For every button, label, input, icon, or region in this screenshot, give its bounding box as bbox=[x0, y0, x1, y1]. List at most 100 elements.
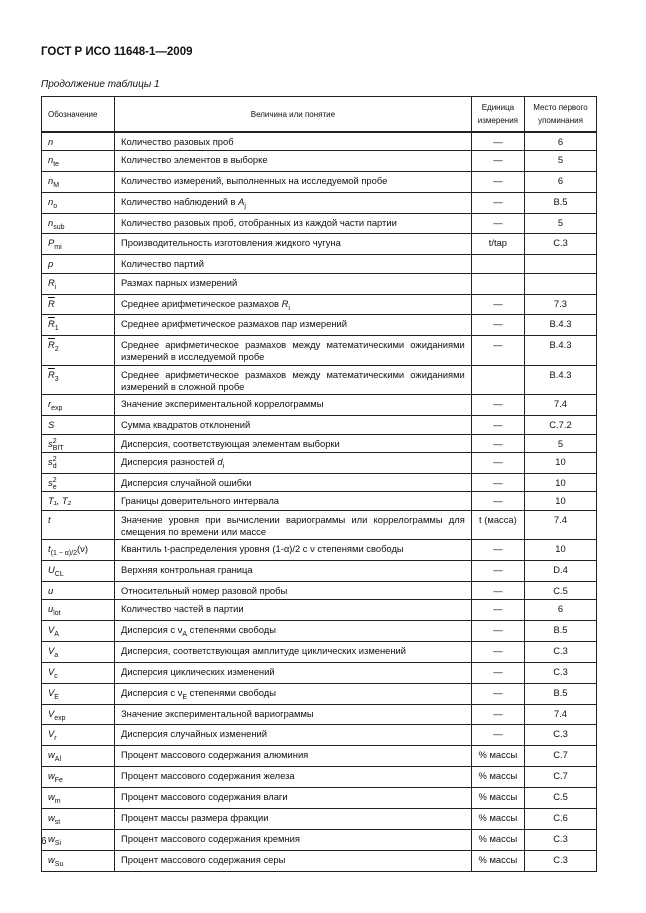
symbol-cell: wAl bbox=[41, 745, 115, 768]
table-row: wAl Процент массового содержания алюминия… bbox=[41, 745, 597, 768]
table-row: rexp Значение экспериментальной коррелогр… bbox=[41, 394, 597, 417]
quantity-cell: Границы доверительного интервала bbox=[114, 491, 472, 511]
first-mention-cell: C.3 bbox=[524, 828, 597, 851]
quantity-cell: Количество разовых проб, отобранных из к… bbox=[114, 212, 472, 235]
first-mention-cell: C.7.2 bbox=[524, 415, 597, 435]
symbol-cell: n bbox=[41, 131, 115, 151]
unit-cell: — bbox=[470, 335, 526, 366]
quantity-cell: Дисперсия, соответствующая элементам выб… bbox=[114, 433, 472, 453]
quantity-cell: Дисперсия, соответствующая амплитуде цик… bbox=[114, 640, 472, 663]
symbol-cell: wst bbox=[41, 807, 115, 830]
first-mention-cell: C.6 bbox=[524, 807, 597, 830]
unit-cell bbox=[470, 364, 526, 396]
quantity-cell: Количество партий bbox=[114, 254, 472, 274]
col-header-symbol: Обозначение bbox=[41, 96, 115, 133]
table-row: nte Количество элементов в выборке —5 bbox=[41, 149, 597, 172]
unit-cell: — bbox=[470, 580, 526, 601]
table-row: t Значение уровня при вычислении вариогра… bbox=[41, 509, 597, 541]
table-row: p Количество партий bbox=[41, 254, 597, 274]
unit-cell: — bbox=[470, 682, 526, 705]
unit-cell: — bbox=[470, 472, 526, 493]
table-row: no Количество наблюдений в Aj — B.5 bbox=[41, 191, 597, 214]
symbol-cell: t(1 − α)/2(ν) bbox=[41, 539, 115, 561]
symbol-cell: ulot bbox=[41, 599, 115, 622]
col-header-first-mention: Место первого упоминания bbox=[524, 96, 597, 133]
quantity-cell: Сумма квадратов отклонений bbox=[114, 415, 472, 435]
first-mention-cell: 7.4 bbox=[524, 509, 597, 541]
first-mention-cell: C.5 bbox=[524, 580, 597, 601]
first-mention-cell: 7.4 bbox=[524, 703, 597, 726]
quantity-cell: Процент массового содержания серы bbox=[114, 849, 472, 872]
unit-cell: % массы bbox=[470, 787, 526, 809]
symbol-cell: Vr bbox=[41, 724, 115, 747]
document-header: ГОСТ Р ИСО 11648-1—2009 bbox=[41, 46, 193, 58]
table-row: UCL Верхняя контрольная граница — D.4 bbox=[41, 559, 597, 582]
unit-cell: — bbox=[470, 314, 526, 337]
table-row: S Сумма квадратов отклонений — C.7.2 bbox=[41, 415, 597, 435]
symbol-cell: wSi bbox=[41, 828, 115, 851]
symbol-cell: Pmi bbox=[41, 233, 115, 256]
table-row: nsub Количество разовых проб, отобранных … bbox=[41, 212, 597, 235]
table-row: ulot Количество частей в партии —6 bbox=[41, 599, 597, 622]
symbol-cell: wSu bbox=[41, 849, 115, 872]
first-mention-cell: 7.3 bbox=[524, 293, 597, 316]
table-row: R1 Среднее арифметическое размахов пар из… bbox=[41, 314, 597, 337]
first-mention-cell: 5 bbox=[524, 149, 597, 172]
symbol-cell: R1 bbox=[41, 314, 115, 337]
unit-cell: % массы bbox=[470, 849, 526, 872]
first-mention-cell: C.5 bbox=[524, 787, 597, 809]
unit-cell: — bbox=[470, 661, 526, 684]
unit-cell: — bbox=[470, 131, 526, 151]
quantity-cell: Относительный номер разовой пробы bbox=[114, 580, 472, 601]
symbol-cell: wm bbox=[41, 787, 115, 809]
quantity-cell: Количество элементов в выборке bbox=[114, 149, 472, 172]
unit-cell: — bbox=[470, 451, 526, 474]
unit-cell bbox=[470, 254, 526, 274]
quantity-cell: Размах парных измерений bbox=[114, 272, 472, 295]
symbol-cell: u bbox=[41, 580, 115, 601]
symbol-cell: Vexp bbox=[41, 703, 115, 726]
first-mention-cell: 7.4 bbox=[524, 394, 597, 417]
symbol-cell: Va bbox=[41, 640, 115, 663]
quantity-cell: Квантиль t-распределения уровня (1-α)/2 … bbox=[114, 539, 472, 561]
unit-cell: — bbox=[470, 599, 526, 622]
first-mention-cell: B.5 bbox=[524, 191, 597, 214]
symbol-cell: nM bbox=[41, 170, 115, 193]
symbol-cell: s2 d bbox=[41, 451, 115, 474]
table-row: R Среднее арифметическое размахов Ri —7.3 bbox=[41, 293, 597, 316]
first-mention-cell: B.4.3 bbox=[524, 335, 597, 366]
unit-cell: — bbox=[470, 149, 526, 172]
unit-cell: % массы bbox=[470, 766, 526, 789]
table-row: u Относительный номер разовой пробы — C.5 bbox=[41, 580, 597, 601]
page-number: 6 bbox=[41, 836, 47, 847]
quantity-cell: Дисперсия случайных изменений bbox=[114, 724, 472, 747]
table-row: wm Процент массового содержания влаги% ма… bbox=[41, 787, 597, 809]
first-mention-cell: 10 bbox=[524, 472, 597, 493]
symbol-cell: UCL bbox=[41, 559, 115, 582]
symbols-table: Обозначение Величина или понятие Единица… bbox=[41, 96, 597, 872]
unit-cell: — bbox=[470, 620, 526, 642]
first-mention-cell: C.3 bbox=[524, 233, 597, 256]
symbol-cell: nte bbox=[41, 149, 115, 172]
quantity-cell: Количество разовых проб bbox=[114, 131, 472, 151]
table-row: R3 Среднее арифметическое размахов между … bbox=[41, 364, 597, 396]
quantity-cell: Процент массового содержания алюминия bbox=[114, 745, 472, 768]
unit-cell: — bbox=[470, 559, 526, 582]
unit-cell: — bbox=[470, 539, 526, 561]
table-row: Vr Дисперсия случайных изменений — C.3 bbox=[41, 724, 597, 747]
first-mention-cell: C.3 bbox=[524, 849, 597, 872]
table-row: Vexp Значение экспериментальной вариограм… bbox=[41, 703, 597, 726]
first-mention-cell: C.3 bbox=[524, 661, 597, 684]
symbol-cell: VE bbox=[41, 682, 115, 705]
quantity-cell: Процент массы размера фракции bbox=[114, 807, 472, 830]
table-row: Va Дисперсия, соответствующая амплитуде ц… bbox=[41, 640, 597, 663]
table-caption: Продолжение таблицы 1 bbox=[41, 79, 160, 90]
unit-cell: — bbox=[470, 170, 526, 193]
quantity-cell: Процент массового содержания кремния bbox=[114, 828, 472, 851]
first-mention-cell: C.3 bbox=[524, 724, 597, 747]
unit-cell: — bbox=[470, 703, 526, 726]
quantity-cell: Дисперсия с νE степенями свободы bbox=[114, 682, 472, 705]
unit-cell: — bbox=[470, 212, 526, 235]
table-row: wFe Процент массового содержания железа% … bbox=[41, 766, 597, 789]
